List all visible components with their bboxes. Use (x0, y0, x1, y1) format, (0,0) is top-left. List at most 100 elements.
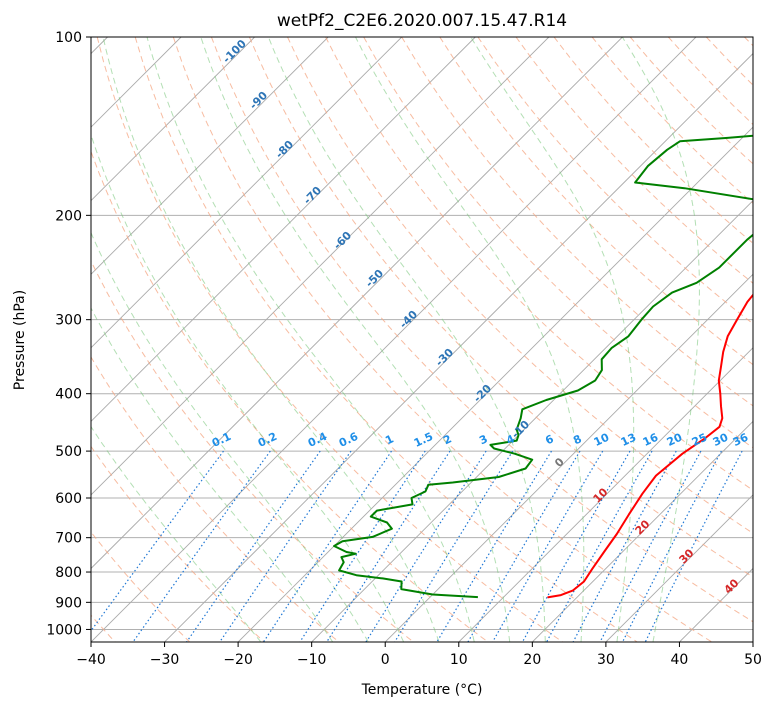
dry-adiabat-line (91, 445, 265, 642)
mixing-ratio-label: 6 (543, 432, 556, 447)
mixing-ratio-line (521, 450, 631, 642)
dry-adiabat-label: -80 (273, 138, 296, 161)
moist-adiabat-line (146, 37, 475, 642)
x-tick-label: 10 (450, 652, 468, 668)
x-tick-label: −40 (76, 652, 106, 668)
dry-adiabat-line (705, 37, 753, 86)
dry-adiabat-label: -60 (331, 229, 354, 252)
x-axis-label: Temperature (°C) (361, 682, 483, 698)
dry-adiabat-line (439, 37, 753, 366)
x-tick-label: 20 (523, 652, 541, 668)
mixing-ratio-line (262, 450, 392, 642)
dry-adiabat-label: 10 (591, 485, 611, 505)
isotherm-line (532, 420, 753, 642)
moist-adiabat-line (102, 37, 440, 642)
mixing-ratio-label: 3 (477, 432, 489, 447)
isotherm-line (91, 37, 550, 496)
moist-adiabat-line (470, 37, 635, 642)
mixing-ratio-line (644, 450, 743, 642)
mixing-ratio-line (572, 450, 677, 642)
isotherm-line (91, 37, 623, 570)
isotherm-line (91, 37, 255, 202)
mixing-ratio-label: 36 (731, 431, 751, 449)
isotherm-line (311, 200, 753, 642)
moist-adiabat-line (267, 37, 546, 642)
isotherm-line (605, 494, 753, 642)
y-tick-label: 1000 (46, 622, 82, 638)
dry-adiabat-line (96, 37, 563, 642)
dry-adiabat-line (91, 531, 191, 642)
mixing-ratio-label: 2 (441, 432, 453, 447)
dry-adiabat-label: -100 (220, 37, 249, 66)
dry-adiabat-line (134, 37, 638, 642)
dry-adiabat-line (744, 37, 753, 47)
dry-adiabat-label: -70 (301, 184, 324, 207)
x-tick-label: −20 (223, 652, 253, 668)
y-tick-label: 200 (55, 208, 82, 224)
y-tick-label: 700 (55, 531, 82, 547)
mixing-ratio-line (219, 450, 352, 642)
temperature-profile (547, 293, 753, 599)
dry-adiabat-line (248, 37, 753, 578)
dry-adiabat-label: -90 (247, 89, 270, 112)
mixing-ratio-line (186, 450, 321, 642)
dry-adiabat-line (91, 259, 414, 642)
dry-adiabat-label: -30 (433, 346, 456, 369)
dry-adiabat-line (172, 37, 713, 642)
mixing-ratio-line (299, 450, 426, 642)
dry-adiabat-line (287, 37, 753, 534)
x-tick-label: 40 (671, 652, 689, 668)
dry-adiabat-label: -20 (471, 382, 494, 405)
plot-series (333, 134, 753, 599)
x-tick-label: 30 (597, 652, 615, 668)
mixing-ratio-line (326, 450, 451, 642)
y-tick-label: 800 (55, 565, 82, 581)
y-tick-label: 400 (55, 387, 82, 403)
isotherm-line (752, 641, 753, 642)
mixing-ratio-label: 1.5 (412, 430, 435, 450)
background-lines (91, 37, 753, 642)
dewpoint-profile (333, 134, 753, 599)
chart-title: wetPf2_C2E6.2020.007.15.47.R14 (277, 11, 567, 31)
y-tick-label: 600 (55, 491, 82, 507)
mixing-ratio-label: 0.6 (337, 430, 360, 450)
moist-adiabat-line (200, 37, 511, 642)
mixing-ratio-label: 25 (690, 431, 709, 449)
dry-adiabat-label: -50 (363, 267, 386, 290)
dry-adiabat-line (91, 150, 489, 642)
mixing-ratio-label: 0.4 (306, 430, 329, 450)
moist-adiabat-line (91, 307, 334, 642)
dry-adiabat-line (553, 37, 753, 244)
mixing-ratio-line (436, 450, 553, 642)
mixing-ratio-line (622, 450, 722, 642)
isotherm-line (237, 126, 753, 642)
moist-adiabat-line (91, 231, 369, 642)
mixing-ratio-line (546, 450, 653, 642)
y-tick-label: 500 (55, 444, 82, 460)
isotherm-line (91, 37, 329, 275)
mixing-ratio-label: 0.1 (210, 430, 233, 450)
mixing-ratio-line (492, 450, 604, 642)
isotherm-line (91, 37, 697, 642)
mixing-ratio-label: 20 (665, 431, 685, 449)
dry-adiabat-line (210, 37, 753, 623)
mixing-ratio-line (91, 450, 224, 632)
isotherm-line (164, 52, 753, 642)
mixing-ratio-label: 10 (592, 431, 612, 449)
y-axis-label: Pressure (hPa) (12, 290, 28, 390)
moist-adiabat-line (91, 133, 405, 642)
dry-adiabat-label: 40 (722, 576, 742, 596)
isotherm-line (91, 37, 403, 349)
x-tick-label: −30 (150, 652, 180, 668)
mixing-ratio-label: 1 (383, 432, 395, 447)
x-tick-label: −10 (297, 652, 327, 668)
mixing-ratio-label: 30 (711, 431, 731, 449)
dry-adiabat-line (91, 356, 340, 642)
mixing-ratio-line (394, 450, 514, 642)
isotherm-line (91, 37, 476, 422)
plot-frame (90, 36, 754, 643)
y-tick-label: 300 (55, 313, 82, 329)
dry-adiabat-label: -40 (397, 308, 420, 331)
